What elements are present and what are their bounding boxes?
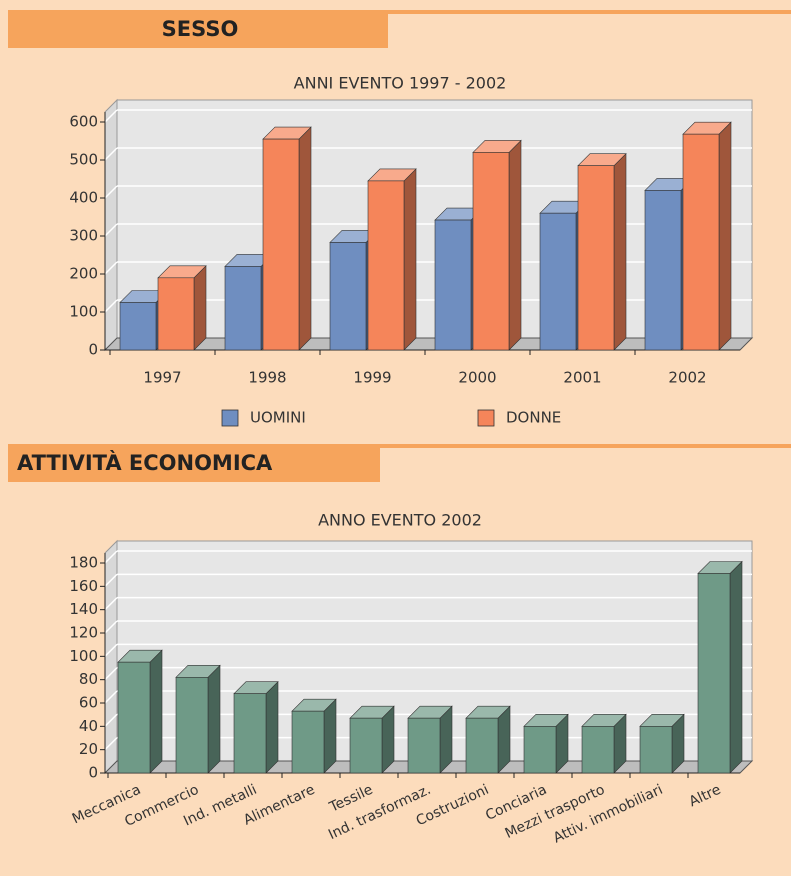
bar — [117, 661, 151, 774]
x-tick-label: 2000 — [458, 369, 496, 387]
bar — [291, 710, 325, 774]
y-tick-label: 300 — [69, 227, 98, 245]
section-rule — [8, 10, 791, 14]
y-tick-label: 0 — [88, 764, 98, 782]
bar-side — [718, 121, 732, 351]
bar-side — [729, 560, 743, 774]
bar — [262, 138, 300, 351]
y-tick-label: 100 — [69, 303, 98, 321]
grid-line — [104, 643, 118, 657]
y-tick-label: 400 — [69, 189, 98, 207]
bar-side — [613, 152, 627, 351]
bar-side — [193, 265, 207, 351]
section-title: ATTIVITÀ ECONOMICA — [17, 450, 273, 475]
bar — [329, 242, 367, 351]
bar-side — [298, 126, 312, 351]
bar — [639, 726, 673, 774]
bar — [407, 717, 441, 774]
grid-line — [104, 299, 118, 313]
y-tick-label: 500 — [69, 151, 98, 169]
bar-side — [149, 649, 163, 774]
legend-label: DONNE — [506, 409, 561, 427]
y-tick-label: 140 — [69, 600, 98, 618]
bar — [539, 212, 577, 351]
legend-swatch — [221, 409, 239, 427]
x-tick-label: 1997 — [143, 369, 181, 387]
bar-side — [323, 698, 337, 774]
bar — [472, 152, 510, 351]
y-tick-label: 120 — [69, 624, 98, 642]
y-tick-label: 60 — [79, 694, 98, 712]
y-tick-label: 20 — [79, 740, 98, 758]
bar — [644, 190, 682, 351]
section-header — [8, 10, 388, 48]
grid-line — [104, 690, 118, 704]
y-tick-label: 180 — [69, 554, 98, 572]
x-tick-label: 2002 — [668, 369, 706, 387]
bar-side — [265, 680, 279, 774]
bar-side — [403, 168, 417, 351]
bar — [577, 165, 615, 351]
bar — [224, 266, 262, 351]
grid-line — [104, 597, 118, 611]
bar — [465, 717, 499, 774]
y-tick-label: 160 — [69, 577, 98, 595]
y-tick-label: 200 — [69, 265, 98, 283]
grid-line — [104, 573, 118, 587]
bar — [233, 693, 267, 774]
chart-title: ANNI EVENTO 1997 - 2002 — [294, 74, 507, 93]
bar — [697, 573, 731, 774]
bar — [157, 277, 195, 351]
bar — [119, 302, 157, 351]
chart-title: ANNO EVENTO 2002 — [318, 511, 482, 530]
section-title: SESSO — [162, 17, 239, 41]
section-header — [8, 444, 380, 482]
x-tick-label: 2001 — [563, 369, 601, 387]
bar-side — [207, 664, 221, 774]
y-tick-label: 40 — [79, 717, 98, 735]
grid-line — [104, 550, 118, 564]
y-tick-label: 100 — [69, 647, 98, 665]
y-tick-label: 80 — [79, 670, 98, 688]
bar — [581, 726, 615, 774]
grid-line — [104, 109, 118, 123]
bar — [523, 726, 557, 774]
bar — [682, 133, 720, 351]
grid-line — [104, 185, 118, 199]
grid-line — [104, 713, 118, 727]
bar-side — [508, 139, 522, 351]
section-rule — [8, 444, 791, 448]
x-tick-label: 1998 — [248, 369, 286, 387]
y-tick-label: 600 — [69, 113, 98, 131]
legend-swatch — [477, 409, 495, 427]
bar — [434, 219, 472, 351]
grid-line — [104, 620, 118, 634]
bar — [367, 180, 405, 351]
bar — [349, 717, 383, 774]
y-tick-label: 0 — [88, 341, 98, 359]
grid-line — [104, 261, 118, 275]
legend-label: UOMINI — [250, 409, 306, 427]
x-tick-label: 1999 — [353, 369, 391, 387]
grid-line — [104, 667, 118, 681]
grid-line — [104, 147, 118, 161]
grid-line — [104, 737, 118, 751]
bar — [175, 677, 209, 774]
grid-line — [104, 223, 118, 237]
